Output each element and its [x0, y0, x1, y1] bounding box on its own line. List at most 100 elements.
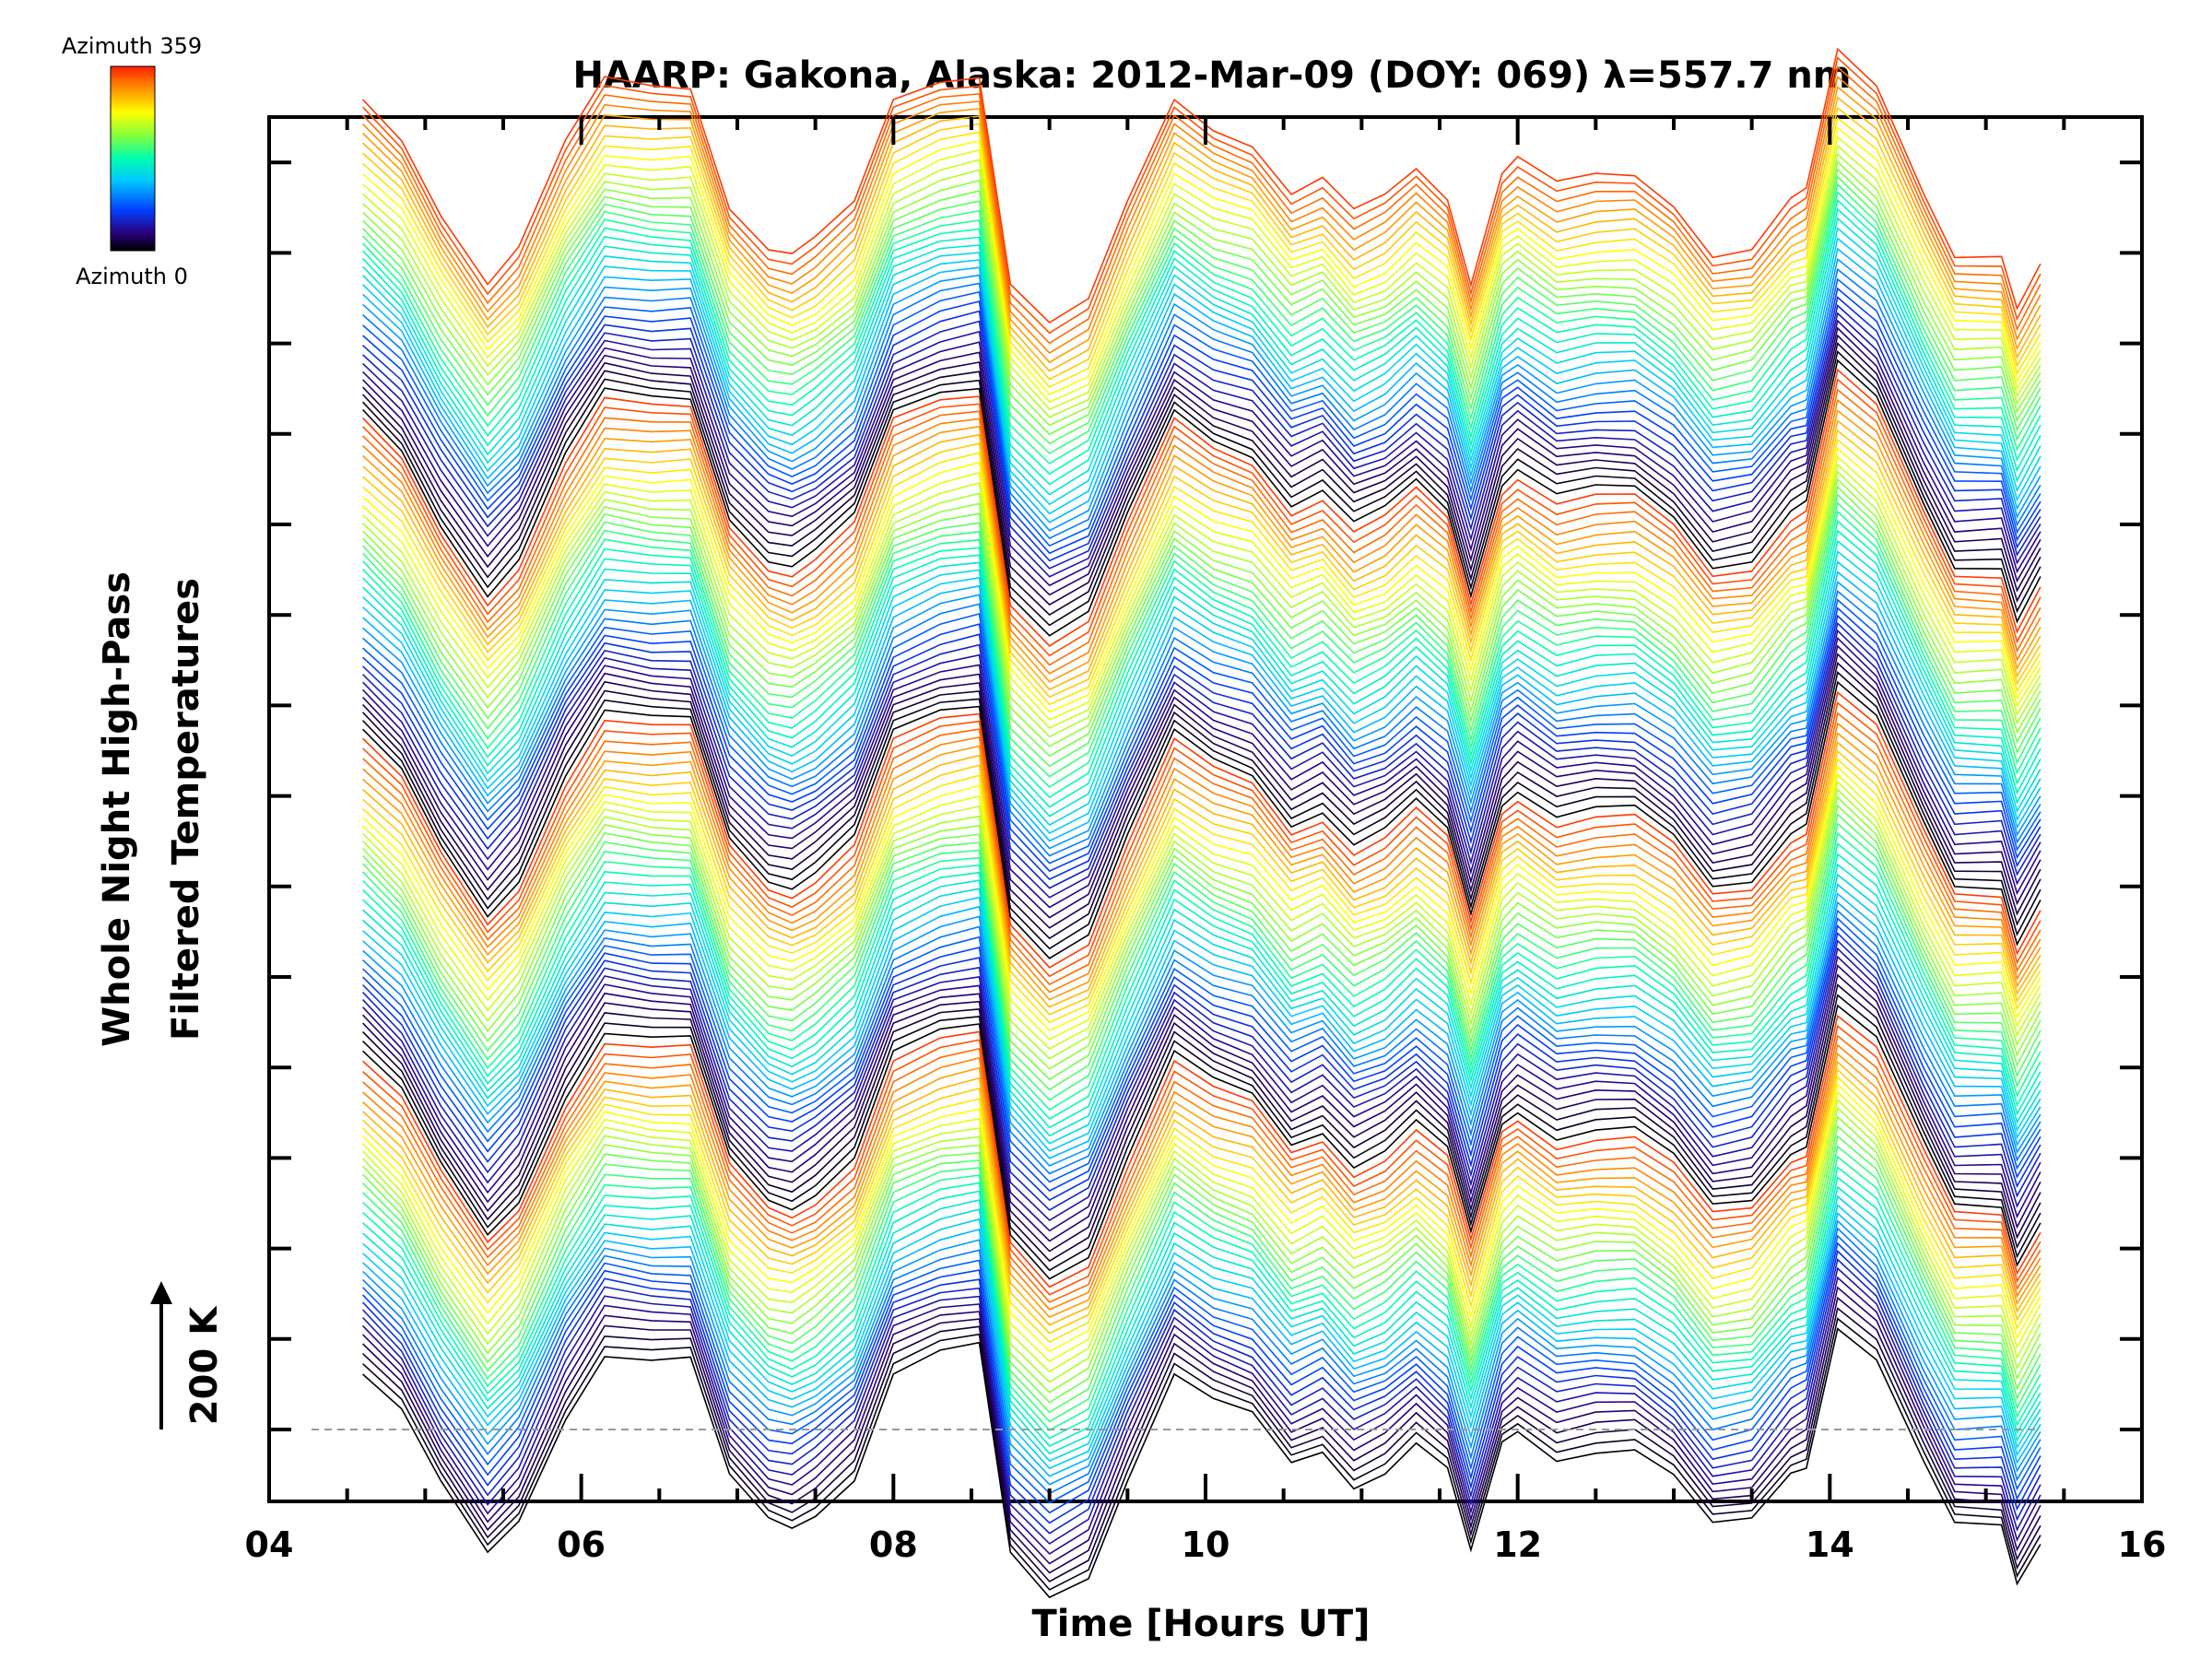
- series-line: [362, 788, 2041, 1060]
- series-line: [362, 182, 2041, 454]
- series-line: [362, 1327, 2041, 1599]
- series-line: [362, 539, 2041, 818]
- series-line: [362, 994, 2041, 1272]
- series-line: [362, 924, 2041, 1192]
- series-line: [362, 671, 2041, 950]
- series-line: [362, 1286, 2041, 1565]
- series-line: [362, 190, 2041, 465]
- series-line: [362, 831, 2041, 1112]
- series-line: [362, 900, 2041, 1167]
- series-line: [362, 772, 2041, 1041]
- series-line: [362, 359, 2041, 637]
- series-line: [362, 964, 2041, 1242]
- series-line: [362, 438, 2041, 706]
- series-line: [362, 598, 2041, 865]
- series-line: [362, 1052, 2041, 1319]
- series-line: [362, 947, 2041, 1222]
- series-line: [362, 909, 2041, 1175]
- series-line: [362, 485, 2041, 758]
- series-line: [362, 319, 2041, 587]
- series-line: [362, 571, 2041, 842]
- series-line: [362, 1068, 2041, 1335]
- series-line: [362, 939, 2041, 1211]
- series-line: [362, 296, 2041, 562]
- series-line: [362, 501, 2041, 778]
- series-line: [362, 644, 2041, 919]
- series-line: [362, 1185, 2041, 1455]
- series-line: [362, 589, 2041, 857]
- series-line: [362, 349, 2041, 627]
- series-line: [362, 388, 2041, 666]
- series-line: [362, 741, 2041, 1008]
- series-line: [362, 636, 2041, 909]
- series-line: [362, 477, 2041, 747]
- scale-arrowhead: [150, 1281, 172, 1304]
- series-line: [362, 126, 2041, 395]
- series-line: [362, 932, 2041, 1202]
- series-line: [362, 470, 2041, 738]
- series-line: [362, 1307, 2041, 1583]
- series-line: [362, 106, 2041, 381]
- series-line: [362, 780, 2041, 1050]
- series-line: [362, 493, 2041, 768]
- series-line: [362, 1004, 2041, 1280]
- series-line: [362, 701, 2041, 978]
- series-line: [362, 257, 2041, 532]
- series-line: [362, 56, 2041, 335]
- series-line: [362, 1034, 2041, 1303]
- scale-label: 200 K: [183, 1305, 226, 1425]
- colorbar: [110, 65, 156, 252]
- chart-title: HAARP: Gakona, Alaska: 2012-Mar-09 (DOY:…: [572, 54, 1851, 97]
- x-tick-label: 14: [1806, 1524, 1854, 1565]
- series-line: [362, 1124, 2041, 1404]
- series-line: [362, 76, 2041, 355]
- series-line: [362, 1266, 2041, 1545]
- series-line: [362, 1241, 2041, 1514]
- series-line: [362, 1257, 2041, 1535]
- series-line: [362, 606, 2041, 873]
- series-line: [362, 916, 2041, 1183]
- series-line: [362, 519, 2041, 799]
- series-line: [362, 892, 2041, 1159]
- series-line: [362, 1083, 2041, 1353]
- series-line: [362, 1060, 2041, 1326]
- series-line: [362, 1024, 2041, 1296]
- series-line: [362, 580, 2041, 850]
- series-line: [362, 822, 2041, 1101]
- series-line: [362, 680, 2041, 959]
- x-tick-label: 10: [1182, 1524, 1230, 1565]
- series-line: [362, 1115, 2041, 1394]
- series-line: [362, 116, 2041, 388]
- series-line: [362, 207, 2041, 486]
- series-line: [362, 1227, 2041, 1495]
- series-line: [362, 447, 2041, 713]
- series-line: [362, 629, 2041, 899]
- x-tick-label: 16: [2118, 1524, 2167, 1565]
- series-line: [362, 1090, 2041, 1363]
- series-line: [362, 1194, 2041, 1463]
- series-line: [362, 96, 2041, 372]
- series-line: [362, 312, 2041, 578]
- series-line: [362, 722, 2041, 994]
- series-line: [362, 378, 2041, 657]
- series-line: [362, 168, 2041, 436]
- series-line: [362, 653, 2041, 929]
- series-line: [362, 237, 2041, 515]
- series-line: [362, 614, 2041, 880]
- x-tick-label: 06: [557, 1524, 606, 1565]
- x-tick-label: 12: [1493, 1524, 1542, 1565]
- series-line: [362, 227, 2041, 506]
- series-line: [362, 863, 2041, 1137]
- series-line: [362, 765, 2041, 1032]
- series-line: [362, 1296, 2041, 1574]
- series-line: [362, 1276, 2041, 1555]
- series-line: [362, 409, 2041, 683]
- series-line: [362, 560, 2041, 834]
- series-line: [362, 1166, 2041, 1440]
- series-line: [362, 135, 2041, 404]
- series-line: [362, 326, 2041, 596]
- series-line: [362, 267, 2041, 540]
- series-line: [362, 160, 2041, 427]
- series-line: [362, 510, 2041, 788]
